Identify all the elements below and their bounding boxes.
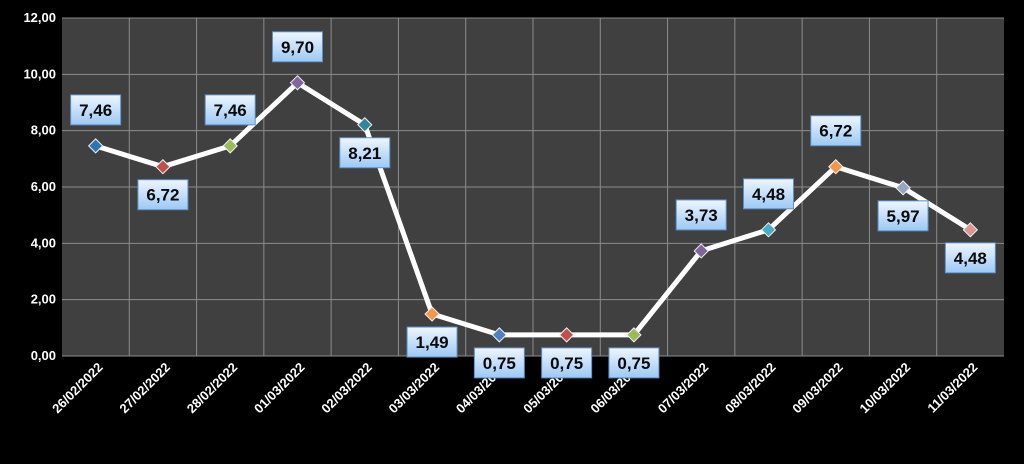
x-tick-label: 10/03/2022 — [857, 360, 914, 417]
data-point-marker — [828, 159, 844, 175]
x-tick-label: 11/03/2022 — [924, 360, 980, 416]
x-tick-label: 07/03/2022 — [655, 360, 712, 417]
data-label: 6,72 — [819, 122, 852, 141]
data-label-box — [406, 326, 458, 358]
y-tick-label: 6,00 — [31, 179, 56, 194]
data-label: 9,70 — [281, 38, 314, 57]
data-label: 7,46 — [214, 101, 247, 120]
data-label-box — [473, 347, 525, 379]
data-label-box — [541, 347, 593, 379]
data-label: 3,73 — [685, 206, 718, 225]
data-point-marker — [558, 327, 575, 343]
data-label: 8,21 — [348, 144, 381, 163]
data-point-marker — [760, 222, 777, 238]
data-point-marker — [693, 243, 709, 259]
x-tick-label: 26/02/2022 — [49, 360, 106, 417]
data-label: 7,46 — [79, 101, 112, 120]
x-tick-label: 27/02/2022 — [116, 360, 173, 417]
data-point-marker — [962, 222, 979, 238]
data-point-marker — [222, 138, 238, 154]
data-label-box — [877, 200, 929, 232]
y-tick-label: 12,00 — [23, 10, 56, 25]
data-label-box — [675, 199, 727, 231]
data-label-box — [204, 94, 256, 126]
y-tick-label: 2,00 — [31, 292, 56, 307]
x-tick-label: 28/02/2022 — [184, 360, 241, 417]
data-label: 4,48 — [752, 185, 785, 204]
x-tick-label: 08/03/2022 — [722, 360, 779, 417]
data-label: 0,75 — [550, 354, 583, 373]
y-tick-label: 4,00 — [31, 235, 56, 250]
data-label-box — [944, 242, 996, 274]
data-label: 4,48 — [954, 249, 987, 268]
data-label-box — [272, 31, 323, 63]
data-label-box — [339, 137, 391, 169]
data-point-marker — [357, 117, 373, 133]
data-point-marker — [895, 180, 911, 196]
data-label-box — [70, 94, 122, 126]
data-label-box — [743, 178, 794, 210]
x-tick-label: 09/03/2022 — [789, 360, 846, 417]
data-point-marker — [155, 159, 171, 175]
data-point-marker — [424, 306, 440, 322]
y-tick-label: 8,00 — [31, 123, 56, 138]
data-label-box — [810, 115, 862, 147]
x-tick-label: 03/03/2022 — [386, 360, 443, 417]
data-point-marker — [87, 138, 104, 154]
series-line — [93, 80, 973, 338]
data-label: 5,97 — [887, 207, 920, 226]
data-point-marker — [491, 327, 508, 343]
data-label-box — [137, 179, 189, 211]
data-label: 1,49 — [416, 333, 449, 352]
y-tick-label: 0,00 — [31, 348, 56, 363]
data-label: 6,72 — [146, 186, 179, 205]
data-label-box — [608, 347, 660, 379]
data-label: 0,75 — [617, 354, 650, 373]
y-tick-label: 10,00 — [23, 66, 56, 81]
data-point-marker — [289, 75, 306, 91]
data-point-marker — [626, 327, 642, 343]
data-label: 0,75 — [483, 354, 516, 373]
x-tick-label: 02/03/2022 — [318, 360, 375, 417]
x-tick-label: 01/03/2022 — [251, 360, 308, 417]
